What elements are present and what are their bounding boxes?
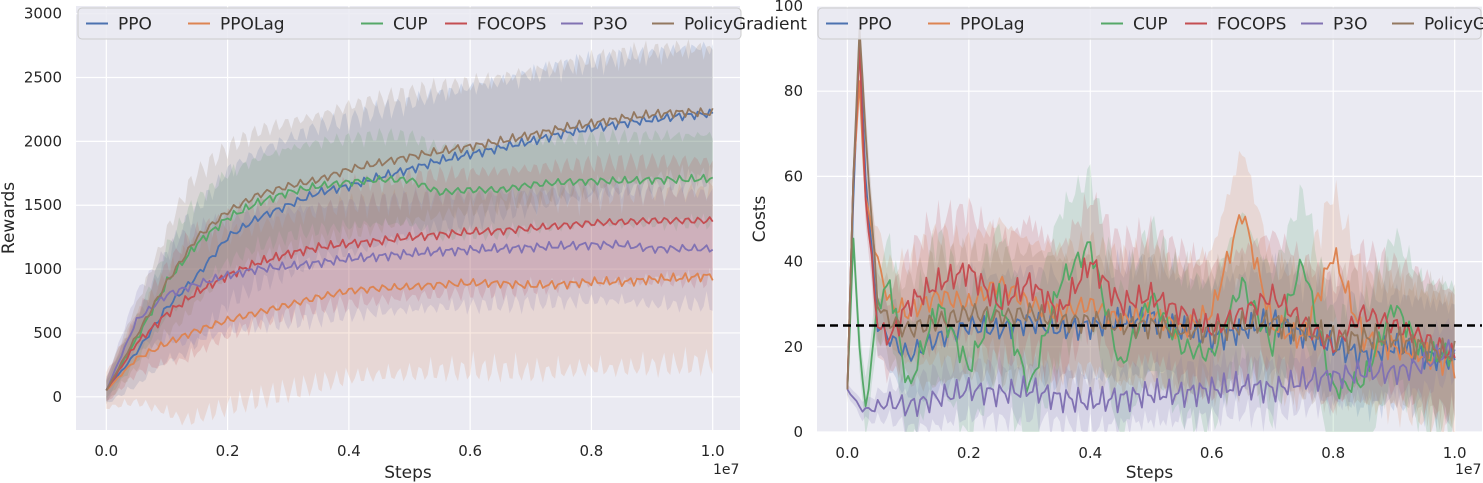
legend-box [817, 7, 1482, 40]
line-cup [105, 173, 714, 391]
costs-chart: 0.0 0.2 0.4 0.6 0.8 1.0 0 20 40 60 80 100 Steps Costs… [750, 0, 1483, 483]
y-tick-label: 500 [33, 324, 62, 342]
x-tick-label: 1.0 [701, 442, 725, 460]
legend-entry-focops: FOCOPS [477, 15, 546, 35]
y-tick-label: 100 [774, 0, 803, 15]
y-tick-label: 80 [784, 82, 803, 100]
line-ppo [105, 108, 714, 391]
x-offset-text: 1e7 [713, 462, 739, 478]
x-tick-label: 0.4 [337, 442, 361, 460]
y-tick-label: 2500 [24, 69, 62, 87]
legend-entry-p3o: P3O [593, 15, 627, 35]
y-tick-label: 1000 [24, 260, 62, 278]
legend-box [77, 7, 742, 40]
y-axis-label: Rewards [0, 182, 19, 254]
x-tick-label: 0.8 [1321, 444, 1345, 462]
legend-entry-cup: CUP [1133, 15, 1168, 35]
y-axis-label: Costs [750, 196, 770, 243]
x-tick-label: 0.4 [1078, 444, 1102, 462]
legend-entry-ppo: PPO [858, 15, 892, 35]
legend-entry-policygradient: PolicyGradient [1424, 15, 1483, 35]
y-tick-label: 60 [784, 167, 803, 185]
y-tick-label: 0 [52, 388, 62, 406]
line-p3o [846, 339, 1456, 418]
x-tick-label: 0.8 [580, 442, 604, 460]
plot-area [76, 6, 740, 430]
x-tick-label: 0.2 [216, 442, 240, 460]
x-axis-label: Steps [384, 463, 432, 483]
legend-entry-p3o: P3O [1333, 15, 1367, 35]
line-ppolag [105, 272, 714, 392]
band-ppo [106, 41, 713, 403]
legend: PPO PPOLag CUP FOCOPS P3O PolicyGradient [77, 7, 807, 40]
y-tick-label: 3000 [24, 5, 62, 23]
y-tick-label: 40 [784, 253, 803, 271]
rewards-chart: 0.0 0.2 0.4 0.6 0.8 1.0 0 500 1000 1500 2000 2500 30… [0, 5, 807, 483]
y-tick-label: 2000 [24, 132, 62, 150]
band-focops [106, 152, 713, 401]
series-group [105, 39, 714, 426]
legend-entry-ppolag: PPOLag [960, 15, 1025, 35]
line-focops [105, 216, 714, 391]
legend-entry-ppolag: PPOLag [220, 15, 285, 35]
band-ppo [847, 22, 1455, 429]
legend: PPO PPOLag CUP FOCOPS P3O PolicyGradient [817, 7, 1483, 40]
x-tick-label: 0.0 [835, 444, 859, 462]
y-tick-label: 20 [784, 338, 803, 356]
x-axis-label: Steps [1126, 463, 1174, 483]
x-offset-text: 1e7 [1455, 462, 1481, 478]
line-policygradient [105, 107, 714, 391]
x-tick-label: 1.0 [1443, 444, 1467, 462]
x-tick-label: 0.0 [94, 442, 118, 460]
legend-entry-cup: CUP [393, 15, 428, 35]
band-policygradient [106, 39, 713, 405]
x-tick-label: 0.6 [458, 442, 482, 460]
legend-entry-focops: FOCOPS [1217, 15, 1286, 35]
y-tick-label: 1500 [24, 196, 62, 214]
x-tick-label: 0.2 [957, 444, 981, 462]
legend-entry-ppo: PPO [118, 15, 152, 35]
line-focops [846, 44, 1456, 390]
band-p3o [106, 179, 713, 402]
legend-entry-policygradient: PolicyGradient [684, 15, 807, 35]
line-policygradient [846, 27, 1456, 390]
x-tick-label: 0.6 [1200, 444, 1224, 462]
band-cup [106, 127, 713, 400]
line-p3o [105, 239, 714, 391]
y-tick-label: 0 [793, 423, 803, 441]
